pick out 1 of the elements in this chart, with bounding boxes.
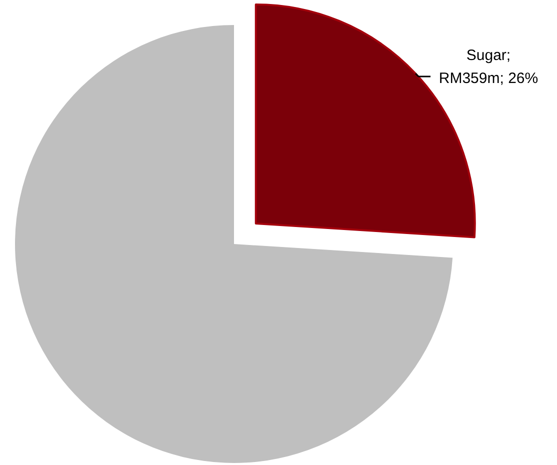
data-label: Sugar; RM359m; 26% xyxy=(438,46,540,89)
